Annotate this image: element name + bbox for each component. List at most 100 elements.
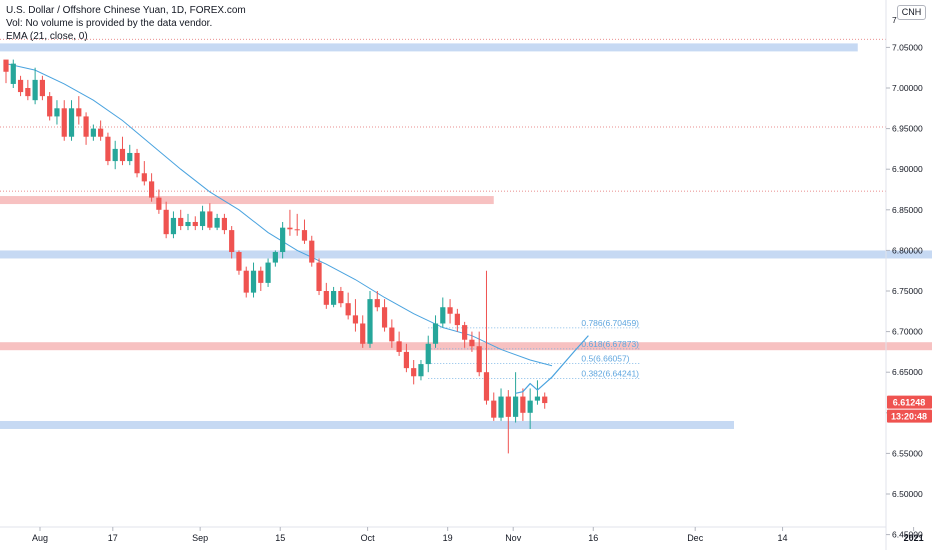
candle-body [134,152,140,174]
countdown-badge [887,409,932,423]
fib-level-label: 0.5(6.66057) [581,354,629,364]
candle-body [542,396,548,404]
fib-level-label: 0.786(6.70459) [581,318,639,328]
fibonacci-retracement[interactable]: 0.786(6.70459) 0.618(6.67873) 0.5(6.66057)… [428,318,640,379]
candle-body [309,240,315,263]
x-tick-label: 17 [108,533,118,543]
candle-body [68,108,75,137]
x-tick-label: Nov [505,533,522,543]
candle-body [25,88,31,97]
candle-body [236,252,242,271]
fib-level-label: 0.382(6.64241) [581,368,639,378]
y-tick-label: 6.45000 [892,530,923,540]
candlestick-series [3,59,548,454]
candle-body [374,299,380,308]
candle-body [469,339,475,347]
candle-body [360,323,366,344]
candle-body [61,108,67,137]
y-tick-label: 6.95000 [892,124,923,134]
last-price-badge [887,395,932,409]
candle-body [178,217,184,227]
candle-body [141,173,147,182]
candle-body [280,227,286,253]
support-zone [0,420,734,429]
resistance-zone [0,342,932,351]
ema-line [5,63,553,367]
x-tick-label: 19 [443,533,453,543]
candle-body [287,227,293,230]
candle-body [3,59,9,72]
candle-body [301,230,308,241]
x-tick-label: 16 [588,533,598,543]
x-tick-label: 2021 [904,533,924,543]
y-tick-label: 6.55000 [892,448,923,458]
candle-body [418,364,424,377]
candle-body [156,197,162,210]
candle-body [294,229,300,231]
candle-body [367,299,373,344]
dotted-levels [0,38,886,192]
candle-body [498,396,504,418]
fib-level-label: 0.618(6.67873) [581,339,639,349]
resistance-zone [0,196,494,205]
indicator-label[interactable]: EMA (21, close, 0) [6,31,88,42]
y-tick-label: 6.85000 [892,205,923,215]
candle-body [534,396,541,401]
candle-body [17,79,24,93]
projection-line [515,335,589,394]
candle-body [483,372,490,401]
support-zone [0,43,858,52]
candle-body [258,270,264,283]
x-tick-label: 15 [275,533,285,543]
ema-path [5,63,553,367]
y-tick-label: 7.00000 [892,83,923,93]
candle-body [54,108,60,117]
y-tick-label: 7 [892,15,897,25]
candle-body [192,221,198,227]
x-tick-label: Sep [192,533,208,543]
candle-body [265,262,271,283]
candle-body [83,116,89,137]
candle-body [440,307,446,324]
candle-body [207,211,213,228]
candle-body [76,108,82,117]
candle-body [476,346,482,373]
candle-body [381,307,388,328]
candle-body [432,323,439,344]
candle-body [170,217,177,235]
y-tick-label: 7.05000 [892,42,923,52]
candle-body [214,217,220,228]
y-tick-label: 6.65000 [892,367,923,377]
candle-body [331,291,337,305]
symbol-title: U.S. Dollar / Offshore Chinese Yuan, 1D,… [6,5,246,16]
candle-body [491,400,497,418]
y-tick-label: 6.90000 [892,164,923,174]
horizontal-zones [0,43,932,429]
candle-body [221,217,227,231]
candle-body [10,63,16,84]
projection-path[interactable] [515,335,589,394]
candle-body [199,211,206,227]
candle-body [520,396,526,413]
candle-body [396,341,402,352]
last-price-text: 6.61248 [893,398,926,408]
candle-body [47,96,53,117]
countdown-text: 13:20:48 [891,412,927,422]
candle-body [32,79,38,101]
candle-body [163,209,169,235]
candle-body [389,327,395,342]
y-tick-label: 6.50000 [892,489,923,499]
y-tick-label: 6.75000 [892,286,923,296]
candle-body [250,270,257,293]
candle-body [352,315,359,324]
volume-note: Vol: No volume is provided by the data v… [6,18,213,29]
currency-button[interactable]: CNH [897,5,926,20]
y-tick-label: 6.70000 [892,327,923,337]
x-tick-label: 14 [778,533,788,543]
y-tick-label: 6.80000 [892,245,923,255]
candle-body [119,148,126,162]
candle-body [39,79,45,97]
candle-body [316,262,322,291]
candle-body [527,400,533,413]
